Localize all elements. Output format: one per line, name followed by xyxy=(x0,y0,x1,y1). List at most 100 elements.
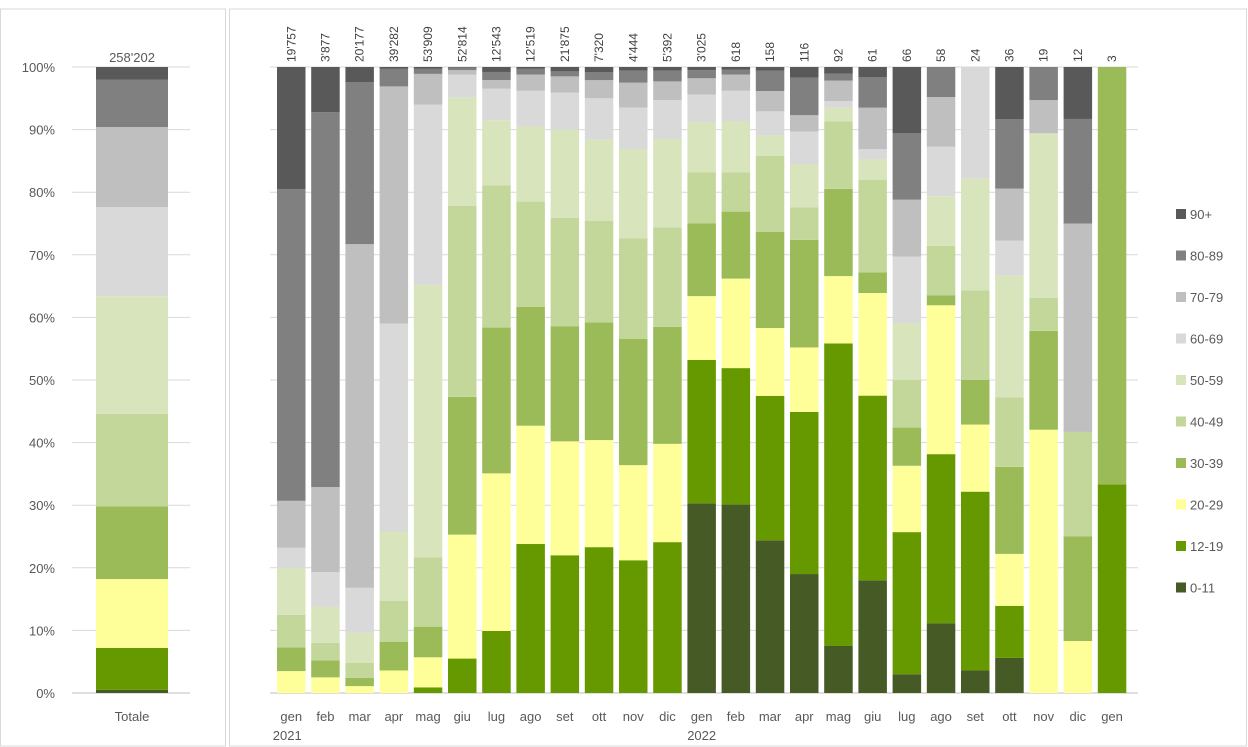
bar-segment-50-59 xyxy=(1029,133,1058,298)
bar-segment-40-49 xyxy=(345,662,374,678)
bar-segment-40-49 xyxy=(961,290,990,380)
y-tick-label: 70% xyxy=(29,248,55,263)
x-category-label: lug xyxy=(898,709,915,724)
x-category-label: nov xyxy=(623,709,644,724)
bar-segment-90+ xyxy=(995,67,1024,120)
bar-segment-50-59 xyxy=(721,121,751,173)
bar-segment-50-59 xyxy=(858,159,887,180)
bar-segment-50-59 xyxy=(892,323,922,380)
bar-total-label: 92 xyxy=(831,48,845,62)
legend-swatch xyxy=(1176,250,1186,261)
bar-segment-20-29 xyxy=(687,296,716,360)
bar-segment-50-59 xyxy=(790,164,819,208)
bar-segment-0-11 xyxy=(892,674,922,693)
bar-segment-70-79 xyxy=(995,188,1024,241)
bar-total-label: 4'444 xyxy=(626,33,640,62)
bar-segment-50-59 xyxy=(311,606,340,643)
right-chart-border xyxy=(229,8,1247,747)
bar-total-label: 7'320 xyxy=(592,33,606,62)
y-tick-label: 90% xyxy=(29,123,55,138)
bar-segment-70-79 xyxy=(755,91,785,112)
bar-segment-20-29 xyxy=(413,657,443,688)
bar-segment-12-19 xyxy=(584,547,614,693)
legend-swatch xyxy=(1176,292,1186,302)
bar-segment-60-69 xyxy=(345,587,374,633)
x-category-label: mar xyxy=(348,709,371,724)
bar-segment-80-89 xyxy=(584,72,614,81)
bar-segment-80-89 xyxy=(790,77,819,116)
bar-total-label: 61 xyxy=(866,48,880,62)
bar-segment-30-39 xyxy=(482,327,511,474)
x-category-label: giu xyxy=(864,709,881,724)
bar-segment-50-59 xyxy=(926,196,956,246)
bar-segment-60-69 xyxy=(790,131,819,165)
bar-segment-90+ xyxy=(550,67,580,72)
bar-total-label: 24 xyxy=(968,48,982,62)
bar-segment-70-79 xyxy=(926,97,956,147)
bar-segment-40-49 xyxy=(619,238,648,339)
bar-segment-50-59 xyxy=(413,284,443,558)
bar-segment-12-19 xyxy=(619,560,648,693)
bar-segment-50-59 xyxy=(619,149,648,239)
x-category-label: mar xyxy=(759,709,782,724)
bar-segment-30-39 xyxy=(448,396,477,535)
legend-swatch xyxy=(1176,209,1186,219)
bar-segment-70-79 xyxy=(790,115,819,132)
bar-segment-90+ xyxy=(448,67,477,68)
bar-segment-90+ xyxy=(619,67,648,71)
bar-segment-90+ xyxy=(277,67,306,190)
bar-segment-12-19 xyxy=(995,605,1024,658)
bar-segment-30-39 xyxy=(961,380,990,425)
bar-total-label: 66 xyxy=(900,48,914,62)
bar-segment-0-11 xyxy=(687,503,716,693)
bar-total-label: 618 xyxy=(729,42,743,62)
bar-segment-80-89 xyxy=(892,133,922,200)
bar-segment-40-49 xyxy=(448,205,477,397)
x-category-label: mag xyxy=(826,709,851,724)
bar-segment-40-49 xyxy=(721,172,751,212)
bar-segment-90+ xyxy=(721,67,751,70)
bar-total-label: 19'757 xyxy=(284,26,298,62)
bar-segment-60-69 xyxy=(653,100,682,139)
bar-total-label: 20'177 xyxy=(353,26,367,62)
x-category-label: gen xyxy=(280,709,302,724)
bar-segment-90+ xyxy=(653,67,682,71)
bar-segment-90+ xyxy=(858,67,887,78)
bar-segment-70-79 xyxy=(482,80,511,89)
bar-segment-30-39 xyxy=(584,322,614,441)
bar-segment-20-29 xyxy=(995,553,1024,606)
bar-segment-12-19 xyxy=(448,658,477,693)
bar-segment-40-49 xyxy=(858,179,887,273)
bar-segment-0-11 xyxy=(790,574,819,693)
bar-total-label: 19 xyxy=(1037,48,1051,62)
bar-segment-60-69 xyxy=(516,90,545,127)
bar-segment-40-49 xyxy=(892,380,922,428)
bar-segment-30-39 xyxy=(755,231,785,329)
bar-segment-60-69 xyxy=(413,104,443,285)
bar-segment-60-69 xyxy=(311,572,340,607)
y-tick-label: 100% xyxy=(22,60,56,75)
bar-segment-12-19 xyxy=(790,411,819,575)
bar-segment-30-39 xyxy=(892,427,922,466)
legend-swatch xyxy=(1176,333,1186,344)
bar-segment-30-39 xyxy=(277,647,306,672)
bar-segment-70-79 xyxy=(1063,223,1093,432)
bar-segment-70-79 xyxy=(619,82,648,108)
x-year-label: 2021 xyxy=(273,728,302,743)
bar-segment-0-11 xyxy=(755,540,785,693)
bar-segment-60-69 xyxy=(550,92,580,130)
y-tick-label: 20% xyxy=(29,561,55,576)
bar-segment-90+ xyxy=(482,67,511,72)
bar-segment-40-49 xyxy=(96,413,168,507)
bar-total-label: 258'202 xyxy=(109,50,155,65)
x-category-label: set xyxy=(967,709,985,724)
bar-segment-80-89 xyxy=(516,68,545,75)
x-category-label: apr xyxy=(795,709,814,724)
chart-legend: 90+ 80-89 70-79 60-69 50-59 40-49 30-39 20-29 12… xyxy=(1176,207,1223,596)
x-category-label: ott xyxy=(592,709,607,724)
bar-segment-80-89 xyxy=(1029,67,1058,101)
bar-segment-50-59 xyxy=(995,275,1024,398)
x-year-label: 2022 xyxy=(687,728,716,743)
bar-segment-20-29 xyxy=(550,441,580,556)
bar-segment-60-69 xyxy=(379,323,409,532)
